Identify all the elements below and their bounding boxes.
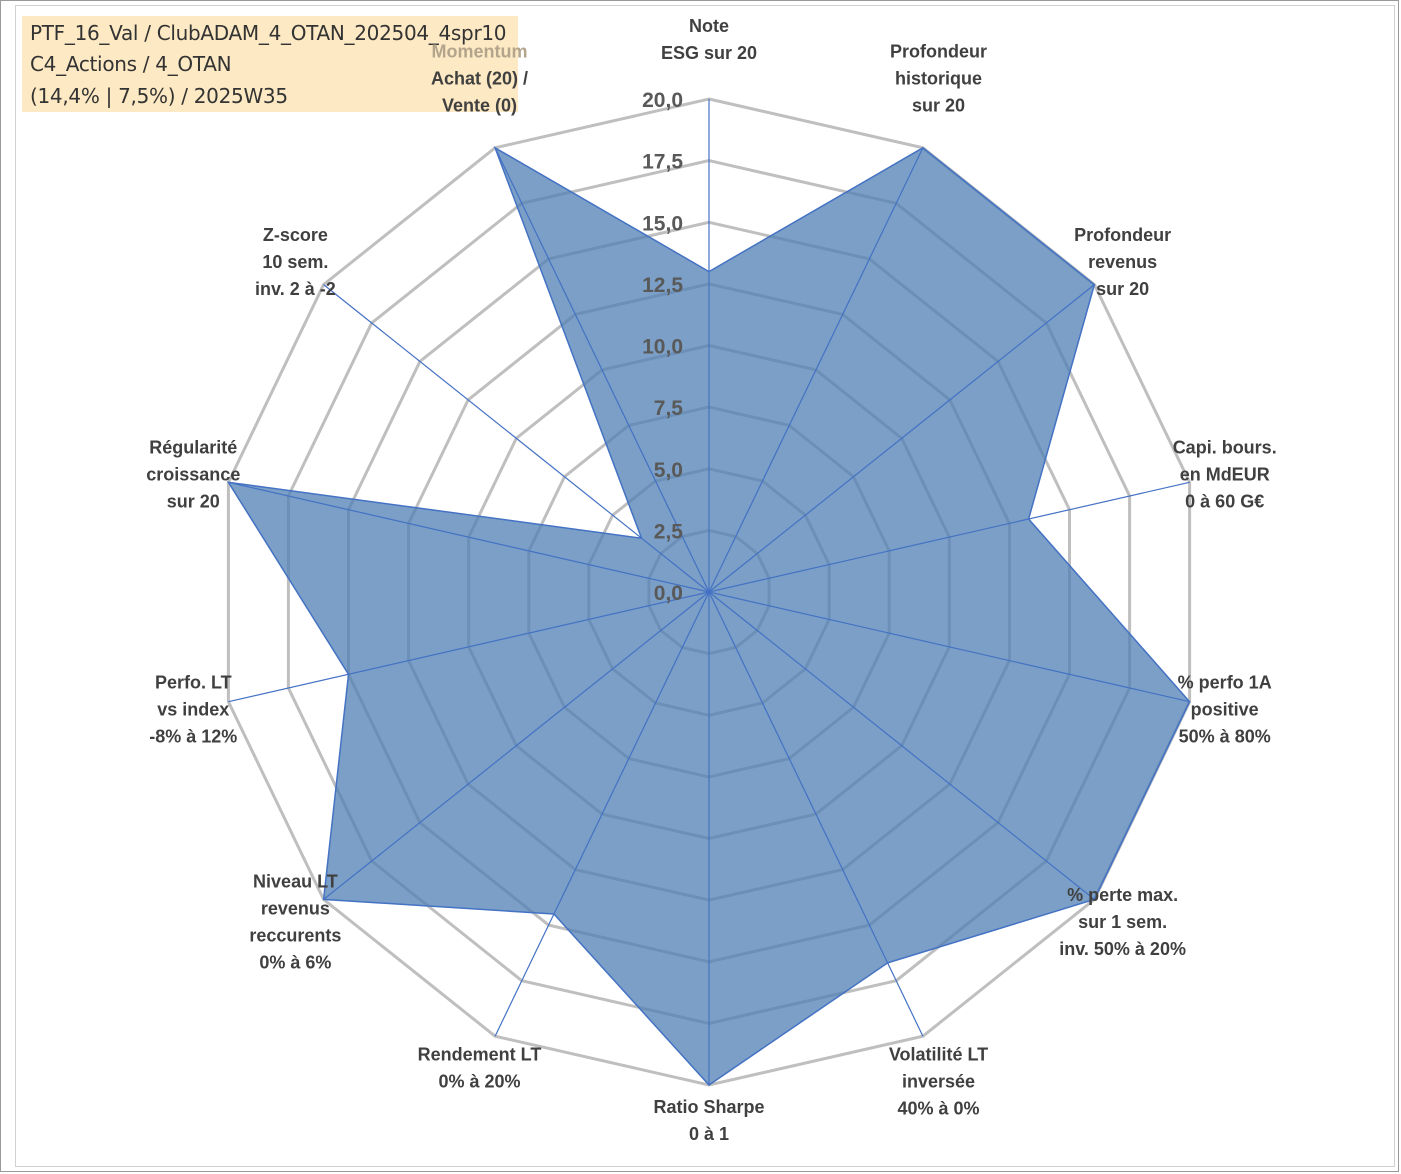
axis-label-line: Profondeur: [890, 41, 987, 61]
axis-label: Rendement LT 0% à 20%: [418, 1045, 542, 1092]
axis-spoke: [494, 591, 710, 1037]
axis-label-line: ESG sur 20: [661, 43, 757, 63]
axis-label-line: inversée: [902, 1072, 975, 1092]
axis-label: Profondeur revenus sur 20: [1074, 225, 1171, 299]
axis-label-line: 50% à 80%: [1179, 727, 1271, 747]
axis-spoke: [708, 591, 924, 1037]
info-box: PTF_16_Val / ClubADAM_4_OTAN_202504_4spr…: [22, 16, 518, 112]
axis-label: Note ESG sur 20: [661, 16, 757, 63]
axis-label-line: % perfo 1A: [1178, 673, 1272, 693]
axis-label-line: Vente (0): [442, 95, 517, 115]
tick-label: 7,5: [654, 397, 684, 420]
axis-label-line: revenus: [1088, 252, 1157, 272]
plot-area-border: [15, 5, 1395, 1167]
axis-label-line: 0% à 20%: [438, 1072, 520, 1092]
axis-label-line: inv. 2 à -2: [255, 279, 336, 299]
tick-label: 2,5: [654, 520, 684, 543]
axis-label-line: Niveau LT: [253, 871, 338, 891]
info-line-stats: (14,4% | 7,5%) / 2025W35: [30, 84, 288, 108]
axis-spoke: [228, 591, 710, 703]
axis-spoke: [708, 284, 1095, 593]
axis-label: Profondeur historique sur 20: [890, 41, 987, 115]
axis-label: Achat (20) / Vente (0): [431, 68, 528, 115]
axis-spoke: [323, 284, 710, 593]
axis-label-line: Régularité: [149, 437, 237, 457]
axis-label-line: en MdEUR: [1180, 464, 1270, 484]
radar-axis-labels: Note ESG sur 20 Profondeur historique sur 20…: [146, 16, 1276, 1144]
axis-label-line: Note: [689, 16, 729, 36]
tick-label: 5,0: [654, 459, 683, 482]
tick-label: 20,0: [642, 89, 683, 112]
tick-label: 17,5: [642, 151, 683, 174]
axis-label-line: Volatilité LT: [889, 1045, 988, 1065]
axis-label-line: 0 à 1: [689, 1124, 729, 1144]
axis-label-line: Profondeur: [1074, 225, 1171, 245]
axis-label: Z-score 10 sem. inv. 2 à -2: [255, 225, 336, 299]
axis-label-line: 0% à 6%: [259, 952, 331, 972]
axis-label: % perfo 1A positive 50% à 80%: [1178, 673, 1272, 747]
axis-spoke: [708, 591, 1190, 703]
axis-spoke: [323, 591, 710, 900]
axis-label: % perte max. sur 1 sem. inv. 50% à 20%: [1059, 885, 1186, 959]
axis-label-line: Achat (20) /: [431, 68, 528, 88]
axis-spoke: [708, 147, 924, 593]
axis-label-line: Ratio Sharpe: [653, 1097, 764, 1117]
axis-label-line: Z-score: [263, 225, 328, 245]
axis-spoke: [494, 147, 710, 593]
axis-label-line: croissance: [146, 464, 240, 484]
axis-label-line: sur 1 sem.: [1078, 912, 1167, 932]
axis-label: Volatilité LT inversée 40% à 0%: [889, 1045, 988, 1119]
tick-label: 12,5: [642, 274, 683, 297]
axis-spoke: [708, 591, 1095, 900]
axis-label-line: positive: [1191, 700, 1259, 720]
axis-label-line: 10 sem.: [262, 252, 328, 272]
axis-label: Niveau LT revenus reccurents 0% à 6%: [249, 871, 341, 972]
tick-label: 15,0: [642, 212, 683, 235]
axis-label-line: sur 20: [1096, 279, 1149, 299]
axis-label: Ratio Sharpe 0 à 1: [653, 1097, 764, 1144]
axis-label-line: revenus: [261, 898, 330, 918]
axis-label: Perfo. LT vs index -8% à 12%: [149, 673, 237, 747]
axis-label-line: inv. 50% à 20%: [1059, 939, 1186, 959]
axis-label: Capi. bours. en MdEUR 0 à 60 G€: [1173, 437, 1277, 511]
axis-spoke: [228, 481, 710, 593]
axis-label-line: sur 20: [167, 491, 220, 511]
tick-label: 10,0: [642, 336, 683, 359]
info-line-portfolio: PTF_16_Val / ClubADAM_4_OTAN_202504_4spr…: [30, 21, 507, 45]
axis-label-line: historique: [895, 68, 982, 88]
axis-label-line: -8% à 12%: [149, 727, 237, 747]
axis-label-line: sur 20: [912, 95, 965, 115]
axis-label-line: Capi. bours.: [1173, 437, 1277, 457]
axis-label-line: Perfo. LT: [155, 673, 232, 693]
axis-label: Régularité croissance sur 20: [146, 437, 240, 511]
axis-label-line: 40% à 0%: [897, 1099, 979, 1119]
radar-tick-labels: 0,0 2,5 5,0 7,5 10,0 12,5 15,0 17,5 20,0: [642, 89, 683, 605]
tick-label: 0,0: [654, 582, 683, 605]
axis-label-line: reccurents: [249, 925, 341, 945]
info-line-category: C4_Actions / 4_OTAN: [30, 52, 232, 76]
momentum-label: Momentum: [432, 41, 528, 61]
axis-label-line: 0 à 60 G€: [1185, 491, 1264, 511]
axis-spoke: [708, 481, 1190, 593]
axis-label-line: vs index: [157, 700, 229, 720]
radar-spokes: [228, 99, 1190, 1085]
axis-label-line: % perte max.: [1067, 885, 1178, 905]
axis-label-line: Rendement LT: [418, 1045, 542, 1065]
